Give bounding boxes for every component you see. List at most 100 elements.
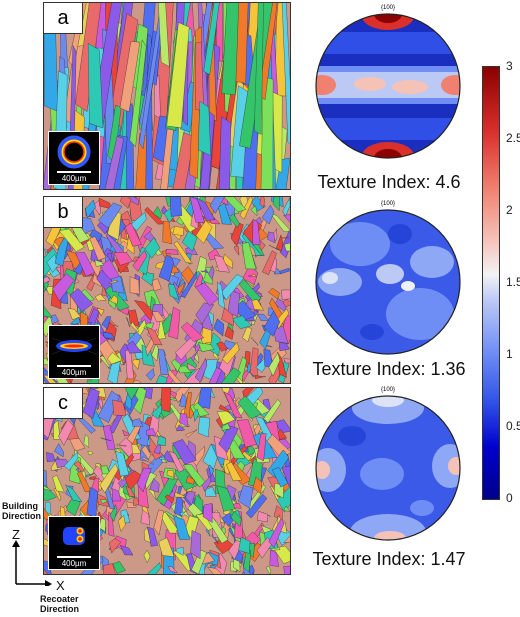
grain xyxy=(202,503,213,523)
grain xyxy=(185,475,195,485)
grain xyxy=(227,323,234,332)
grain xyxy=(141,271,155,286)
grain xyxy=(104,135,128,189)
grain xyxy=(177,365,192,374)
grain xyxy=(152,206,163,220)
grain xyxy=(149,478,160,493)
grain xyxy=(54,443,64,458)
grain xyxy=(272,197,280,212)
grain xyxy=(195,282,219,306)
grain xyxy=(217,116,232,189)
grain xyxy=(82,388,100,419)
grain xyxy=(168,450,185,473)
grain xyxy=(197,417,211,438)
grain xyxy=(50,460,63,471)
scale-bar-c xyxy=(57,556,91,558)
grain xyxy=(169,197,183,217)
grain xyxy=(262,250,277,275)
grain xyxy=(250,205,258,217)
grain xyxy=(129,39,147,148)
grain xyxy=(119,197,132,209)
grain xyxy=(238,536,251,554)
grain xyxy=(96,308,105,317)
grain xyxy=(174,491,187,498)
grain xyxy=(282,298,290,308)
grain xyxy=(230,85,249,178)
grain xyxy=(163,450,175,463)
grain xyxy=(218,425,239,453)
grain xyxy=(209,332,221,356)
grain xyxy=(102,424,116,450)
grain xyxy=(268,287,280,300)
grain xyxy=(272,467,289,488)
scale-label-b: 400µm xyxy=(61,368,87,377)
grain xyxy=(269,212,290,232)
grain xyxy=(216,3,223,62)
grain xyxy=(44,276,51,285)
grain xyxy=(91,477,100,493)
grain xyxy=(129,276,140,295)
grain xyxy=(156,435,166,447)
grain xyxy=(263,399,282,424)
grain xyxy=(173,515,190,540)
grain xyxy=(224,326,234,340)
grain xyxy=(267,231,276,244)
grain xyxy=(131,358,141,370)
grain xyxy=(132,250,148,272)
grain xyxy=(102,331,116,340)
grain xyxy=(107,252,113,264)
grain xyxy=(181,322,205,342)
grain xyxy=(112,561,126,574)
axis-arrows xyxy=(12,540,52,586)
grain xyxy=(145,326,163,346)
grain xyxy=(179,393,187,408)
grain xyxy=(46,452,56,463)
grain xyxy=(104,136,124,189)
grain xyxy=(283,358,290,364)
grain xyxy=(216,485,236,512)
grain xyxy=(216,341,228,352)
grain xyxy=(266,434,290,458)
grain xyxy=(223,197,247,213)
grain xyxy=(58,228,85,252)
grain xyxy=(241,242,257,270)
grain xyxy=(161,458,169,463)
grain xyxy=(268,518,285,549)
grain xyxy=(283,214,290,223)
grain xyxy=(93,200,101,216)
grain xyxy=(151,278,162,292)
grain xyxy=(283,534,290,543)
grain xyxy=(166,22,190,128)
grain xyxy=(172,257,181,268)
texture-index-c: Texture Index: 1.47 xyxy=(312,549,466,569)
grain xyxy=(53,487,62,502)
grain xyxy=(44,484,57,502)
grain xyxy=(157,3,170,67)
grain xyxy=(166,470,174,478)
colorbar xyxy=(482,66,500,500)
grain xyxy=(208,265,215,280)
grain xyxy=(98,202,123,229)
grain xyxy=(197,388,212,409)
grain xyxy=(203,3,228,76)
grain xyxy=(261,204,275,225)
grain xyxy=(201,475,211,492)
scale-label-a: 400µm xyxy=(61,174,87,183)
grain xyxy=(221,274,245,301)
grain xyxy=(282,197,290,217)
grain xyxy=(99,499,108,504)
grain xyxy=(145,368,155,381)
grain xyxy=(153,445,162,455)
z-axis-letter: Z xyxy=(12,527,20,542)
grain xyxy=(259,197,265,208)
grain xyxy=(151,404,162,420)
grain xyxy=(156,478,179,506)
grain xyxy=(160,388,172,413)
grain xyxy=(168,283,180,300)
grain xyxy=(144,206,165,225)
building-direction-label: Building Direction xyxy=(2,501,42,521)
grain xyxy=(176,281,186,296)
grain xyxy=(141,444,152,460)
grain xyxy=(252,218,261,245)
grain xyxy=(265,566,272,574)
